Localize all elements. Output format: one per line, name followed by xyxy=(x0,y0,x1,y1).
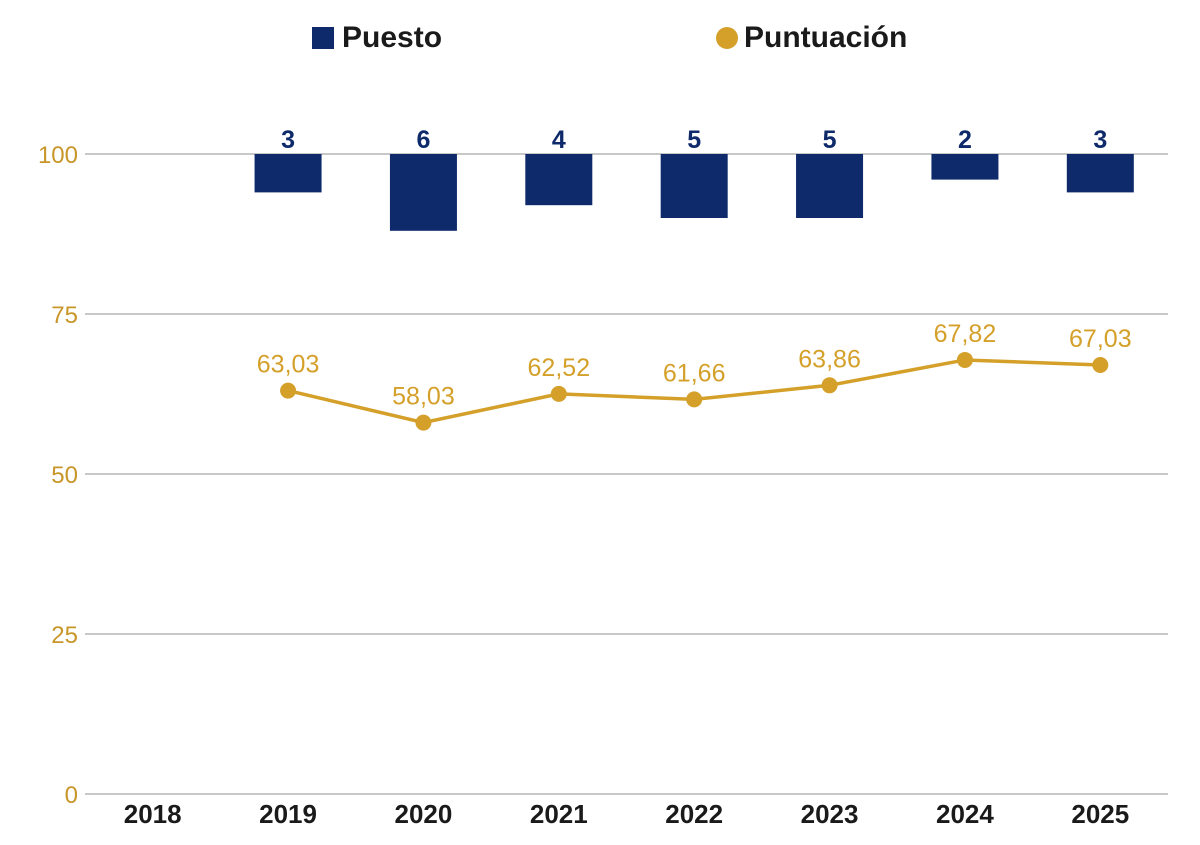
point-label-2020: 58,03 xyxy=(392,383,455,411)
legend-puntuacion-swatch xyxy=(716,27,738,49)
bar-label-2020: 6 xyxy=(416,126,430,154)
point-label-2024: 67,82 xyxy=(934,320,997,348)
x-tick-label: 2018 xyxy=(124,799,182,829)
point-puntuacion-2024 xyxy=(956,351,973,368)
bar-label-2024: 2 xyxy=(958,126,972,154)
point-label-2019: 63,03 xyxy=(257,351,320,379)
bar-label-2023: 5 xyxy=(823,126,837,154)
bar-puesto-2019 xyxy=(254,154,322,193)
bar-puesto-2021 xyxy=(525,154,593,206)
bar-label-2022: 5 xyxy=(687,126,701,154)
y-tick-label: 0 xyxy=(65,782,78,809)
x-tick-label: 2020 xyxy=(395,799,453,829)
bar-series-puesto: 3 6 4 5 5 2 3 xyxy=(254,126,1134,231)
point-puntuacion-2025 xyxy=(1092,357,1109,374)
bar-puesto-2020 xyxy=(389,154,457,231)
line-series-puntuacion: 63,03 58,03 62,52 61,66 63,86 67,82 67,03 xyxy=(257,320,1132,431)
y-tick-label: 100 xyxy=(38,142,78,169)
legend-puntuacion-label: Puntuación xyxy=(744,21,907,54)
point-puntuacion-2021 xyxy=(550,385,567,402)
bar-puesto-2022 xyxy=(660,154,728,218)
x-tick-label: 2022 xyxy=(665,799,723,829)
bar-puesto-2023 xyxy=(796,154,864,218)
point-label-2021: 62,52 xyxy=(528,354,591,382)
legend-puesto-label: Puesto xyxy=(342,21,442,54)
point-puntuacion-2023 xyxy=(821,377,838,394)
bar-label-2025: 3 xyxy=(1093,126,1107,154)
y-tick-label: 25 xyxy=(51,622,78,649)
x-tick-label: 2021 xyxy=(530,799,588,829)
point-puntuacion-2019 xyxy=(280,382,297,399)
legend: Puesto Puntuación xyxy=(312,21,907,54)
point-label-2025: 67,03 xyxy=(1069,325,1132,353)
point-puntuacion-2022 xyxy=(686,391,703,408)
y-axis-ticks: 0 25 50 75 100 xyxy=(38,142,78,809)
point-label-2023: 63,86 xyxy=(798,345,861,373)
bar-label-2019: 3 xyxy=(281,126,295,154)
x-axis-ticks: 2018 2019 2020 2021 2022 2023 2024 2025 xyxy=(124,799,1129,829)
point-label-2022: 61,66 xyxy=(663,359,726,387)
bar-label-2021: 4 xyxy=(552,126,566,154)
gridlines xyxy=(85,153,1168,795)
legend-puesto-swatch xyxy=(312,27,334,49)
x-tick-label: 2023 xyxy=(801,799,859,829)
bar-puesto-2025 xyxy=(1066,154,1134,193)
x-tick-label: 2024 xyxy=(936,799,994,829)
y-tick-label: 50 xyxy=(51,462,78,489)
x-tick-label: 2019 xyxy=(259,799,317,829)
y-tick-label: 75 xyxy=(51,302,78,329)
x-tick-label: 2025 xyxy=(1071,799,1129,829)
point-puntuacion-2020 xyxy=(415,414,432,431)
bar-puesto-2024 xyxy=(931,154,999,180)
